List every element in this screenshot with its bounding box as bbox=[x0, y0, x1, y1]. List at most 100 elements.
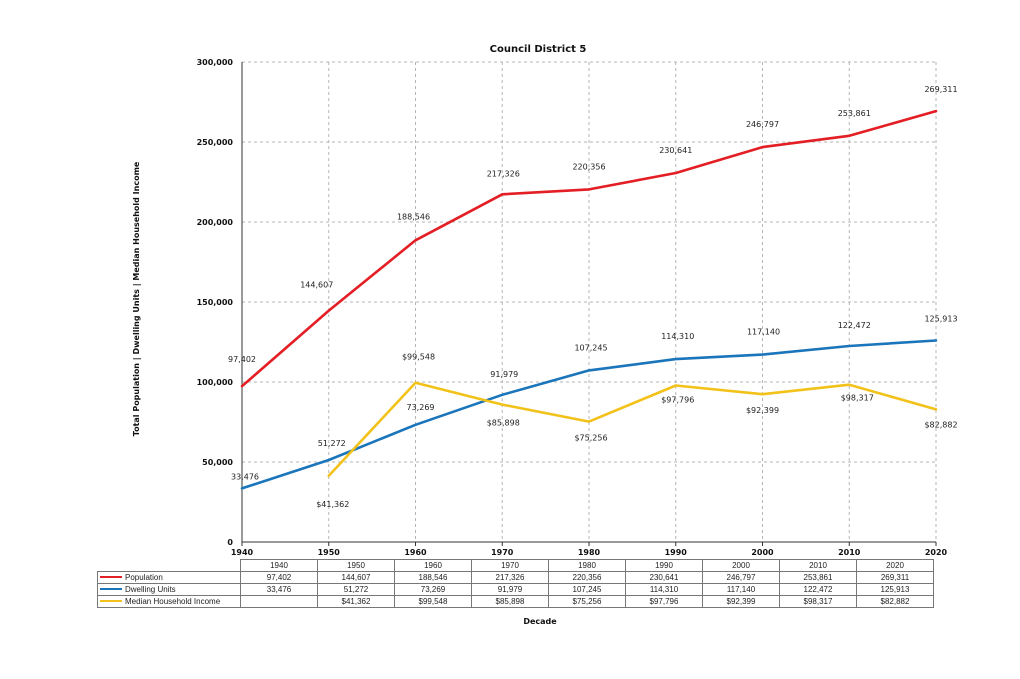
table-cell: 125,913 bbox=[856, 583, 934, 596]
table-cell: $85,898 bbox=[471, 595, 549, 608]
table-row: Dwelling Units 33,476 51,272 73,269 91,979 10… bbox=[97, 583, 934, 596]
table-cell: 253,861 bbox=[779, 571, 857, 584]
y-axis-title: Total Population | Dwelling Units | Medi… bbox=[132, 161, 141, 436]
data-label-population: 230,641 bbox=[659, 146, 692, 155]
table-row: Median Household Income $41,362 $99,548 $85… bbox=[97, 595, 934, 608]
x-tick-label: 1960 bbox=[404, 548, 427, 557]
data-label-population: 188,546 bbox=[397, 212, 430, 221]
table-cell: 230,641 bbox=[625, 571, 703, 584]
table-row: Population 97,402 144,607 188,546 217,326 220… bbox=[97, 571, 934, 584]
x-tick-label: 2020 bbox=[925, 548, 948, 557]
table-cell: $41,362 bbox=[317, 595, 395, 608]
table-cell: 217,326 bbox=[471, 571, 549, 584]
data-label-dwelling-units: 125,913 bbox=[924, 315, 957, 324]
x-axis-title: Decade bbox=[523, 617, 557, 626]
data-label-median-household-income: $97,796 bbox=[661, 396, 694, 405]
x-tick-label: 1980 bbox=[578, 548, 601, 557]
table-cell: $92,399 bbox=[702, 595, 780, 608]
data-label-population: 144,607 bbox=[300, 281, 333, 290]
table-cell: $97,796 bbox=[625, 595, 703, 608]
grid-lines bbox=[242, 61, 937, 542]
data-label-median-household-income: $92,399 bbox=[746, 406, 779, 415]
data-label-median-household-income: $75,256 bbox=[574, 434, 607, 443]
table-cell: 122,472 bbox=[779, 583, 857, 596]
table-header-cell: 2000 bbox=[702, 559, 780, 572]
table-body: Population 97,402 144,607 188,546 217,326 220… bbox=[97, 571, 934, 608]
data-labels: 97,402 144,607 188,546 217,326 220,356 230,64… bbox=[228, 85, 958, 509]
data-label-dwelling-units: 114,310 bbox=[661, 332, 694, 341]
y-tick-label: 100,000 bbox=[197, 378, 234, 387]
table-cell: 188,546 bbox=[394, 571, 472, 584]
table-header-cell: 1960 bbox=[394, 559, 472, 572]
y-tick-label: 250,000 bbox=[197, 138, 234, 147]
axes: 0 50,000 100,000 150,000 200,000 250,000 300,0… bbox=[197, 58, 948, 557]
table-cell: 246,797 bbox=[702, 571, 780, 584]
x-tick-label: 1990 bbox=[665, 548, 688, 557]
y-tick-label: 0 bbox=[227, 538, 233, 547]
table-cell bbox=[240, 595, 318, 608]
table-cell: 144,607 bbox=[317, 571, 395, 584]
legend-label: Median Household Income bbox=[125, 597, 221, 606]
data-label-population: 97,402 bbox=[228, 355, 256, 364]
table-cell: $82,882 bbox=[856, 595, 934, 608]
legend-entry: Population bbox=[97, 571, 241, 584]
table-header-cell: 2020 bbox=[856, 559, 934, 572]
table-cell: 91,979 bbox=[471, 583, 549, 596]
legend-key bbox=[100, 587, 122, 590]
data-label-median-household-income: $85,898 bbox=[487, 419, 520, 428]
table-cell: 220,356 bbox=[548, 571, 626, 584]
legend-key bbox=[100, 599, 122, 602]
data-label-dwelling-units: 122,472 bbox=[838, 321, 871, 330]
x-tick-label: 2010 bbox=[838, 548, 861, 557]
table-header-cell: 2010 bbox=[779, 559, 857, 572]
table-cell: $99,548 bbox=[394, 595, 472, 608]
table-cell: $98,317 bbox=[779, 595, 857, 608]
x-tick-label: 1950 bbox=[318, 548, 341, 557]
legend-entry: Median Household Income bbox=[97, 595, 241, 608]
data-label-population: 246,797 bbox=[746, 120, 779, 129]
table-header-cell: 1990 bbox=[625, 559, 703, 572]
chart-title: Council District 5 bbox=[490, 44, 587, 55]
x-tick-label: 2000 bbox=[751, 548, 774, 557]
table-cell: $75,256 bbox=[548, 595, 626, 608]
table-cell: 33,476 bbox=[240, 583, 318, 596]
data-label-population: 220,356 bbox=[572, 162, 605, 171]
series-line-median-household-income bbox=[327, 381, 938, 478]
series-line-dwelling-units bbox=[240, 339, 938, 490]
legend-key bbox=[100, 575, 122, 578]
table-header-cell: 1980 bbox=[548, 559, 626, 572]
legend-entry: Dwelling Units bbox=[97, 583, 241, 596]
table-cell: 51,272 bbox=[317, 583, 395, 596]
table-cell: 107,245 bbox=[548, 583, 626, 596]
series-line-population bbox=[240, 109, 938, 388]
data-label-dwelling-units: 91,979 bbox=[490, 370, 518, 379]
table-cell: 117,140 bbox=[702, 583, 780, 596]
series-lines bbox=[240, 109, 938, 490]
table-corner bbox=[98, 560, 241, 572]
y-tick-label: 300,000 bbox=[197, 58, 234, 67]
table-header-cell: 1940 bbox=[240, 559, 318, 572]
table-cell: 97,402 bbox=[240, 571, 318, 584]
data-label-dwelling-units: 51,272 bbox=[318, 439, 346, 448]
table-header-row: 1940 1950 1960 1970 1980 1990 2000 2010 2020 bbox=[98, 559, 934, 572]
x-tick-label: 1940 bbox=[231, 548, 254, 557]
data-table: 1940 1950 1960 1970 1980 1990 2000 2010 2020 Pop… bbox=[97, 559, 934, 608]
data-label-median-household-income: $41,362 bbox=[316, 500, 349, 509]
legend-label: Dwelling Units bbox=[125, 585, 176, 594]
data-label-median-household-income: $98,317 bbox=[841, 394, 874, 403]
data-label-dwelling-units: 73,269 bbox=[407, 403, 435, 412]
data-label-dwelling-units: 33,476 bbox=[231, 472, 259, 481]
data-label-population: 217,326 bbox=[487, 169, 520, 178]
data-label-dwelling-units: 117,140 bbox=[747, 328, 780, 337]
table-cell: 73,269 bbox=[394, 583, 472, 596]
data-label-median-household-income: $82,882 bbox=[924, 420, 957, 429]
table-header-cell: 1970 bbox=[471, 559, 549, 572]
data-label-population: 269,311 bbox=[924, 85, 957, 94]
y-tick-label: 150,000 bbox=[197, 298, 234, 307]
y-tick-label: 200,000 bbox=[197, 218, 234, 227]
table-cell: 269,311 bbox=[856, 571, 934, 584]
x-tick-label: 1970 bbox=[491, 548, 514, 557]
data-label-dwelling-units: 107,245 bbox=[574, 343, 607, 352]
y-tick-label: 50,000 bbox=[202, 458, 233, 467]
